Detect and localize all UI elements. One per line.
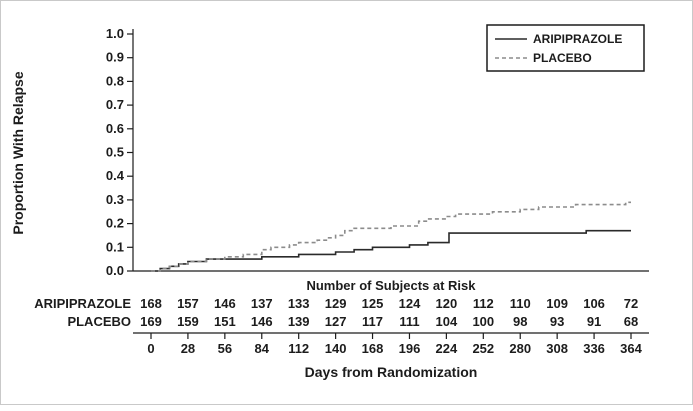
y-tick-label: 0.1 bbox=[106, 239, 124, 254]
x-tick-label: 308 bbox=[546, 341, 568, 356]
risk-count: 159 bbox=[177, 314, 199, 329]
risk-count: 120 bbox=[436, 296, 458, 311]
risk-count: 109 bbox=[546, 296, 568, 311]
y-tick-label: 0.2 bbox=[106, 216, 124, 231]
risk-count: 111 bbox=[399, 314, 419, 329]
y-tick-label: 0.5 bbox=[106, 145, 124, 160]
risk-count: 91 bbox=[587, 314, 601, 329]
risk-count: 106 bbox=[583, 296, 605, 311]
x-tick-label: 224 bbox=[436, 341, 458, 356]
risk-count: 168 bbox=[140, 296, 162, 311]
y-tick-label: 1.0 bbox=[106, 26, 124, 41]
risk-count: 125 bbox=[362, 296, 384, 311]
risk-count: 169 bbox=[140, 314, 162, 329]
risk-count: 133 bbox=[288, 296, 310, 311]
legend: ARIPIPRAZOLE PLACEBO bbox=[486, 24, 645, 72]
risk-count: 146 bbox=[251, 314, 273, 329]
risk-count: 112 bbox=[473, 296, 494, 311]
risk-count: 100 bbox=[472, 314, 494, 329]
risk-row-label-aripiprazole: ARIPIPRAZOLE bbox=[34, 296, 131, 311]
risk-count: 129 bbox=[325, 296, 347, 311]
x-tick-label: 140 bbox=[325, 341, 347, 356]
series-aripiprazole bbox=[151, 229, 631, 272]
legend-label-placebo: PLACEBO bbox=[533, 51, 592, 65]
x-tick-label: 196 bbox=[399, 341, 421, 356]
y-tick-label: 0.8 bbox=[106, 73, 124, 88]
y-tick-label: 0.6 bbox=[106, 121, 124, 136]
x-tick-label: 56 bbox=[218, 341, 232, 356]
risk-count: 124 bbox=[399, 296, 421, 311]
legend-label-aripiprazole: ARIPIPRAZOLE bbox=[533, 32, 622, 46]
x-tick-label: 280 bbox=[509, 341, 531, 356]
y-tick-label: 0.4 bbox=[106, 168, 125, 183]
risk-count: 157 bbox=[177, 296, 199, 311]
x-tick-label: 336 bbox=[583, 341, 605, 356]
x-tick-label: 252 bbox=[472, 341, 494, 356]
risk-table-title: Number of Subjects at Risk bbox=[306, 278, 476, 293]
risk-row-label-placebo: PLACEBO bbox=[67, 314, 131, 329]
y-tick-label: 0.0 bbox=[106, 263, 124, 278]
y-tick-label: 0.7 bbox=[106, 97, 124, 112]
risk-count: 110 bbox=[510, 296, 531, 311]
chart-generated-layer: 0.0 0.1 0.2 0.3 0.4 0.5 0.6 0.7 0.8 0.9 1.0 168 157 1… bbox=[106, 26, 649, 356]
y-tick-label: 0.3 bbox=[106, 192, 124, 207]
x-tick-label: 364 bbox=[620, 341, 642, 356]
risk-count: 139 bbox=[288, 314, 310, 329]
risk-count: 93 bbox=[550, 314, 564, 329]
x-tick-label: 112 bbox=[288, 341, 309, 356]
risk-count: 98 bbox=[513, 314, 527, 329]
x-axis-title: Days from Randomization bbox=[305, 364, 478, 380]
risk-count: 146 bbox=[214, 296, 236, 311]
risk-count: 68 bbox=[624, 314, 638, 329]
x-tick-label: 168 bbox=[362, 341, 384, 356]
y-axis-title: Proportion With Relapse bbox=[10, 71, 26, 234]
series-placebo bbox=[151, 201, 631, 272]
x-tick-label: 28 bbox=[181, 341, 195, 356]
legend-box bbox=[486, 24, 645, 72]
x-tick-label: 0 bbox=[147, 341, 154, 356]
risk-count: 72 bbox=[624, 296, 638, 311]
risk-count: 127 bbox=[325, 314, 347, 329]
risk-count: 104 bbox=[436, 314, 458, 329]
risk-count: 117 bbox=[362, 314, 383, 329]
risk-count: 137 bbox=[251, 296, 273, 311]
risk-count: 151 bbox=[214, 314, 236, 329]
x-tick-label: 84 bbox=[255, 341, 270, 356]
y-tick-label: 0.9 bbox=[106, 50, 124, 65]
